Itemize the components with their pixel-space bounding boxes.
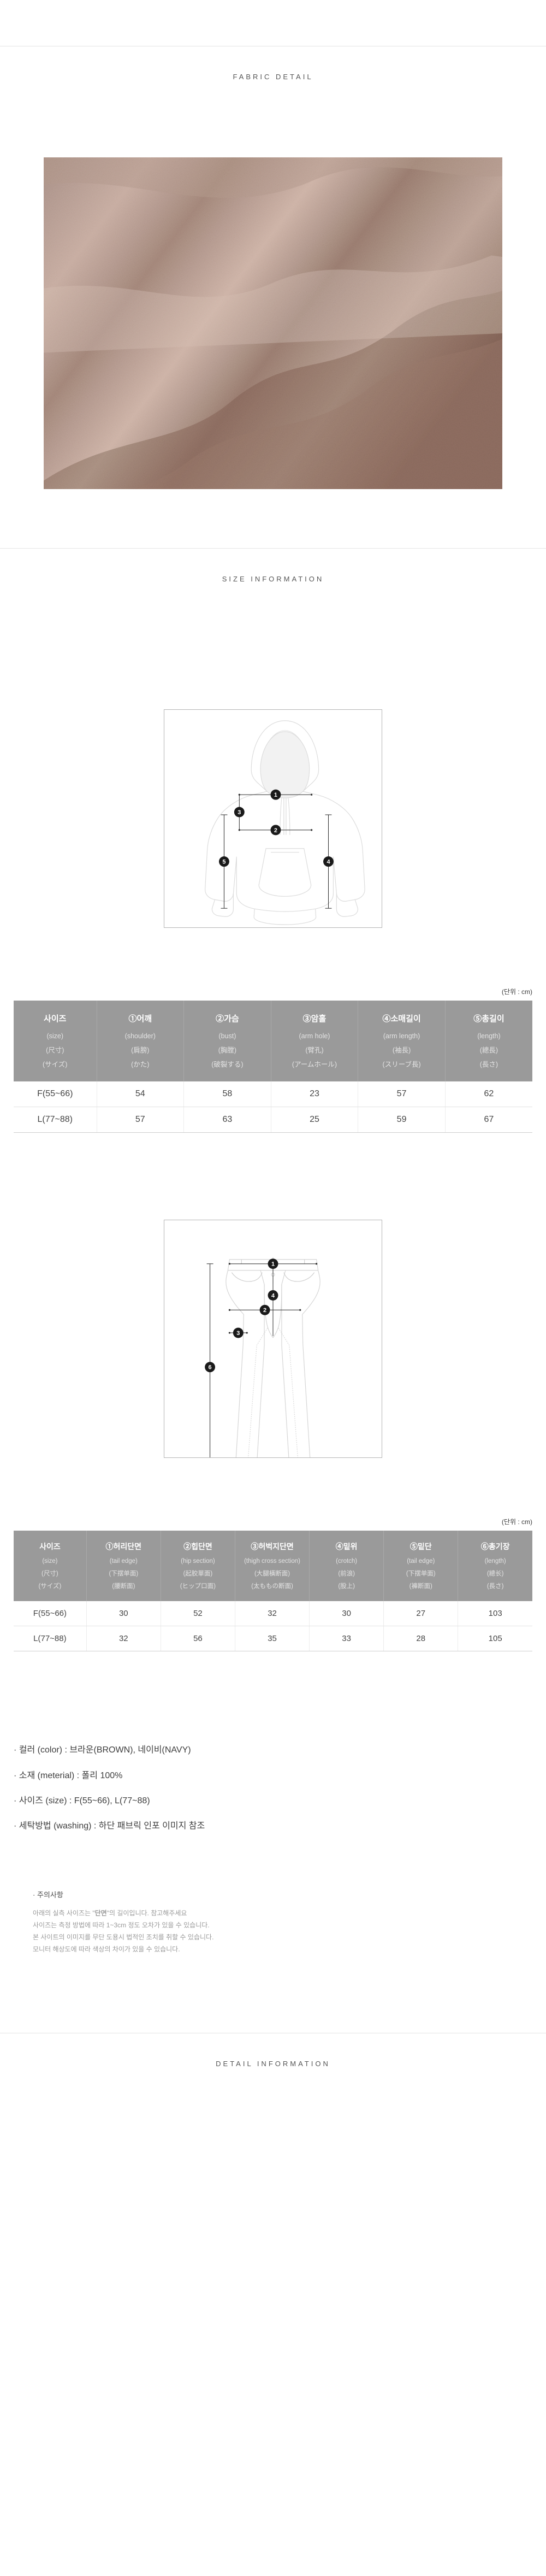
svg-text:6: 6 — [209, 1365, 212, 1371]
svg-text:3: 3 — [236, 1330, 240, 1337]
svg-text:4: 4 — [327, 859, 330, 866]
svg-text:4: 4 — [271, 1293, 275, 1299]
svg-text:3: 3 — [238, 809, 241, 816]
svg-text:2: 2 — [274, 827, 277, 834]
svg-text:5: 5 — [222, 859, 225, 866]
svg-text:2: 2 — [263, 1307, 266, 1314]
svg-text:1: 1 — [271, 1261, 275, 1268]
svg-text:1: 1 — [274, 792, 277, 798]
